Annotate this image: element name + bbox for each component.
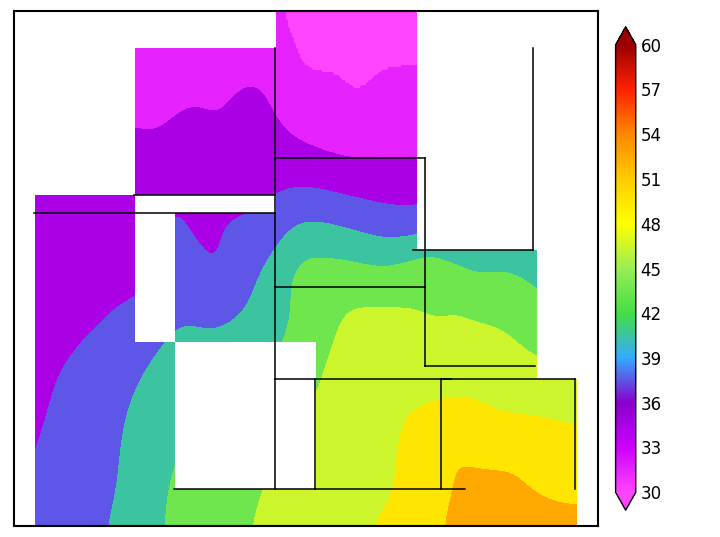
Polygon shape <box>577 379 598 526</box>
Polygon shape <box>175 342 316 489</box>
Polygon shape <box>417 11 598 526</box>
Polygon shape <box>135 195 175 342</box>
Polygon shape <box>35 48 135 195</box>
PathPatch shape <box>616 492 636 510</box>
Polygon shape <box>175 195 276 213</box>
Polygon shape <box>14 11 276 213</box>
Polygon shape <box>14 213 35 526</box>
PathPatch shape <box>616 27 636 45</box>
